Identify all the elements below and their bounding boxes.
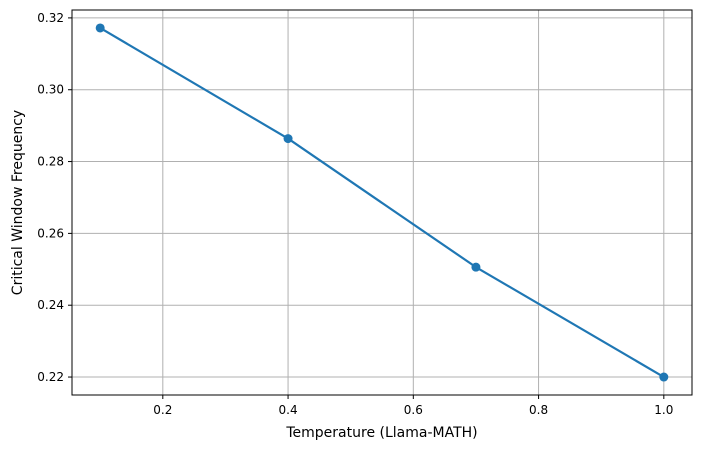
x-tick-label: 0.4 xyxy=(279,403,298,417)
x-tick-label: 0.2 xyxy=(153,403,172,417)
x-tick-label: 1.0 xyxy=(654,403,673,417)
x-axis-label: Temperature (Llama-MATH) xyxy=(285,425,477,441)
plot-area-frame xyxy=(71,9,693,396)
data-point-marker xyxy=(283,134,293,144)
y-tick-label: 0.26 xyxy=(37,226,64,240)
data-point-marker xyxy=(471,262,481,272)
y-tick-label: 0.24 xyxy=(37,298,64,312)
y-axis-label: Critical Window Frequency xyxy=(10,110,26,295)
y-tick-label: 0.28 xyxy=(37,155,64,169)
data-series xyxy=(95,23,669,382)
series-line xyxy=(99,27,665,378)
y-tick-label: 0.30 xyxy=(37,83,64,97)
y-tick-label: 0.22 xyxy=(37,370,64,384)
y-tick-label: 0.32 xyxy=(37,11,64,25)
x-tick-label: 0.8 xyxy=(529,403,548,417)
x-axis-ticks: 0.2 0.4 0.6 0.8 1.0 xyxy=(153,395,673,417)
data-point-marker xyxy=(659,372,669,382)
data-point-marker xyxy=(95,23,105,33)
y-axis-ticks: 0.22 0.24 0.26 0.28 0.30 0.32 xyxy=(37,11,72,384)
x-tick-label: 0.6 xyxy=(404,403,423,417)
grid-lines xyxy=(72,10,692,395)
